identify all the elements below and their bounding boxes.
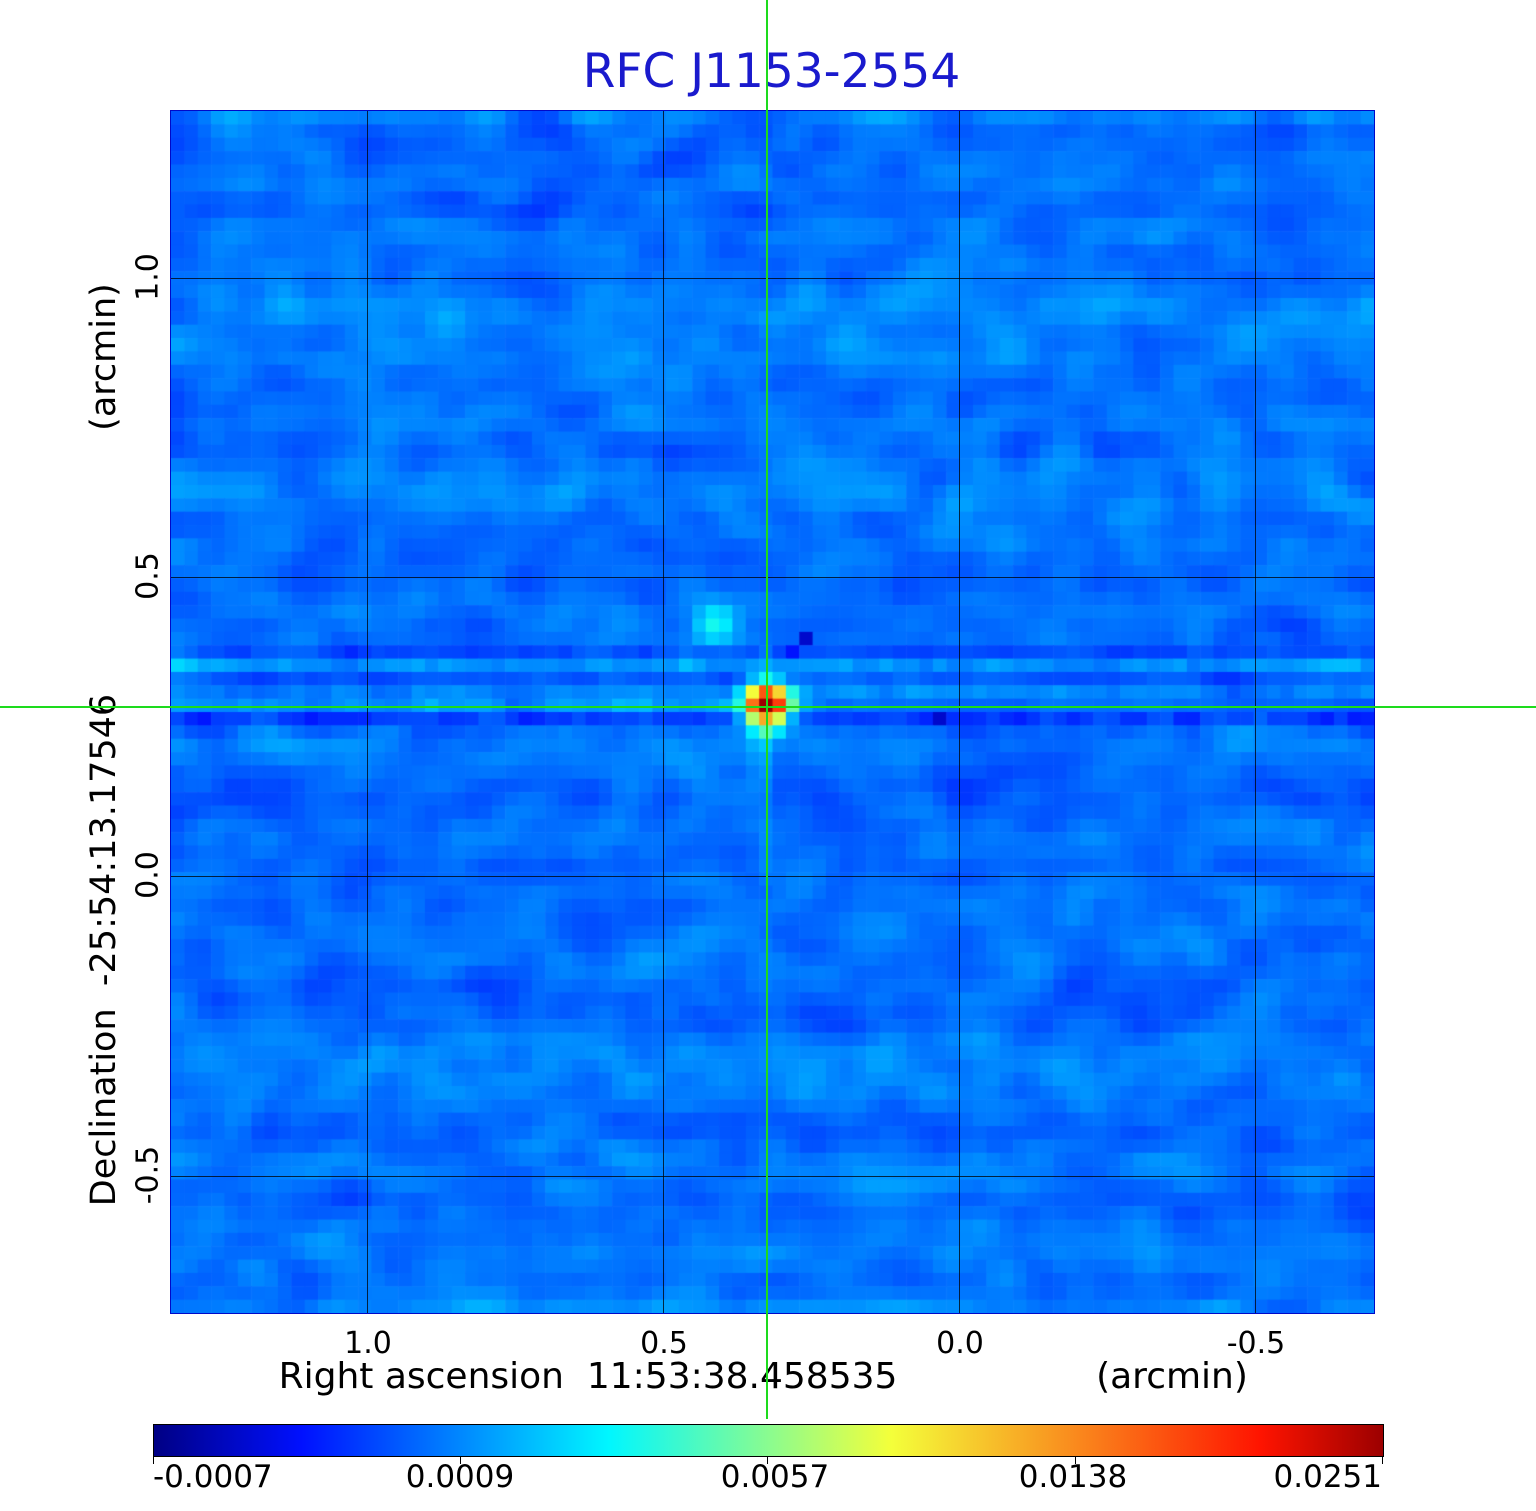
grid-line-vertical [1255, 111, 1256, 1313]
y-tick-label: -0.5 [130, 1145, 166, 1205]
radio-map-image [171, 111, 1374, 1313]
x-axis-unit-label: (arcmin) [1096, 1356, 1248, 1397]
colorbar-tick-label: 0.0057 [720, 1459, 830, 1495]
y-axis-label: Declination -25:54:13.17546 [84, 693, 124, 1207]
colorbar-tick [153, 1457, 154, 1464]
colorbar [153, 1424, 1384, 1457]
colorbar-tick [1382, 1457, 1383, 1464]
x-tick-label: 0.5 [640, 1326, 688, 1361]
grid-line-horizontal [171, 577, 1374, 578]
grid-line-horizontal [171, 1176, 1374, 1177]
grid-line-vertical [663, 111, 664, 1313]
x-tick-label: 1.0 [344, 1326, 392, 1361]
colorbar-tick-label: 0.0251 [1273, 1459, 1382, 1495]
x-tick-label: 0.0 [936, 1326, 984, 1361]
crosshair-horizontal-line [0, 706, 1536, 708]
chart-title: RFC J1153-2554 [582, 44, 961, 99]
crosshair-vertical-line [766, 0, 768, 1419]
colorbar-tick [460, 1457, 461, 1464]
grid-line-vertical [959, 111, 960, 1313]
grid-line-horizontal [171, 876, 1374, 877]
colorbar-tick [767, 1457, 768, 1464]
x-tick-label: -0.5 [1226, 1326, 1286, 1361]
colorbar-tick [1075, 1457, 1076, 1464]
x-axis-label: Right ascension 11:53:38.458535 [278, 1356, 898, 1397]
colorbar-tick-label: -0.0007 [153, 1459, 273, 1495]
colorbar-tick-label: 0.0138 [1018, 1459, 1128, 1495]
plot-area [170, 110, 1375, 1314]
grid-line-horizontal [171, 278, 1374, 279]
y-tick-label: 1.0 [130, 253, 166, 301]
y-tick-label: 0.5 [130, 552, 166, 600]
y-tick-label: 0.0 [130, 851, 166, 899]
y-axis-unit-label: (arcmin) [84, 283, 124, 431]
colorbar-tick-label: 0.0009 [405, 1459, 515, 1495]
grid-line-vertical [367, 111, 368, 1313]
